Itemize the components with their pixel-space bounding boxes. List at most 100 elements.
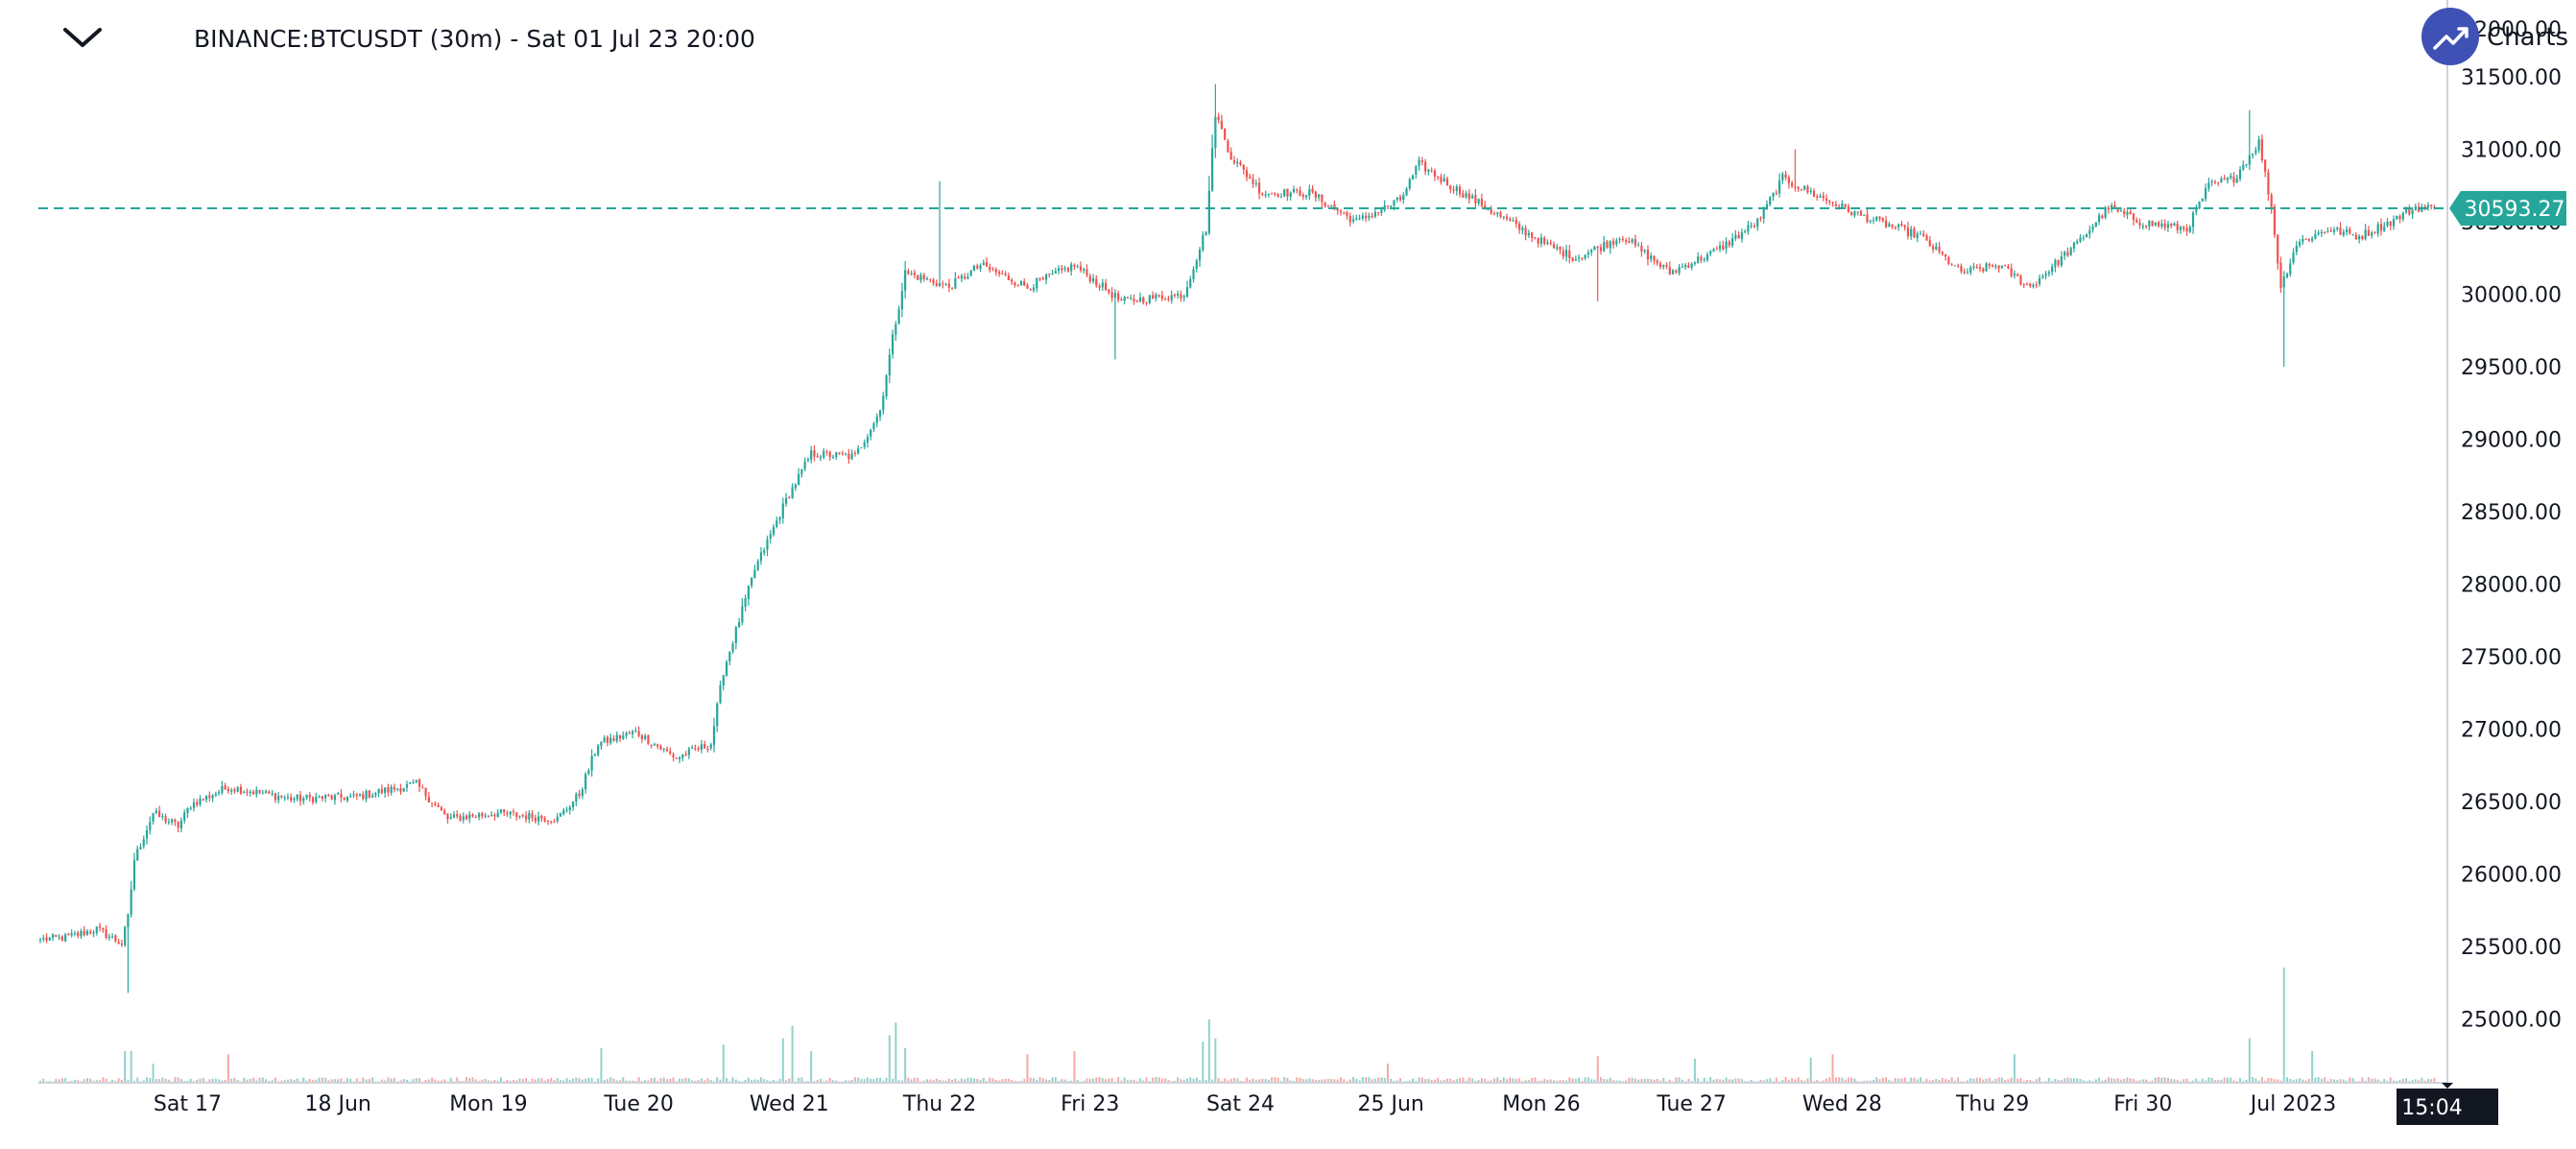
candle-body bbox=[2085, 233, 2088, 238]
volume-bar bbox=[39, 1080, 41, 1083]
volume-bar bbox=[2019, 1078, 2022, 1083]
volume-bar bbox=[1232, 1077, 1235, 1083]
volume-bar bbox=[929, 1079, 932, 1083]
volume-bar bbox=[835, 1080, 838, 1083]
candle-body bbox=[437, 804, 440, 807]
candle-body bbox=[1123, 297, 1126, 301]
volume-bar bbox=[1928, 1080, 1931, 1083]
volume-bar bbox=[2210, 1077, 2213, 1083]
volume-bar bbox=[2257, 1080, 2260, 1083]
candle-body bbox=[907, 271, 910, 275]
candle-body bbox=[1271, 193, 1274, 195]
price-axis[interactable]: 31500.0031000.0030500.0030000.0029500.00… bbox=[2461, 66, 2562, 1032]
candle-body bbox=[1239, 161, 1242, 165]
volume-bar bbox=[2295, 1079, 2298, 1083]
volume-bar bbox=[1681, 1079, 1683, 1083]
candle-body bbox=[343, 797, 346, 801]
candle-body bbox=[1637, 245, 1640, 247]
volume-bar bbox=[2289, 1079, 2292, 1083]
candle-body bbox=[798, 473, 800, 485]
volume-bar bbox=[484, 1079, 487, 1083]
volume-bar bbox=[2000, 1077, 2003, 1083]
candle-body bbox=[2223, 178, 2226, 180]
candle-body bbox=[1321, 195, 1324, 203]
candle-body bbox=[1180, 294, 1182, 299]
candle-body bbox=[293, 799, 296, 801]
candle-body bbox=[1941, 251, 1944, 254]
volume-bar bbox=[1249, 1079, 1252, 1083]
volume-bar bbox=[847, 1080, 850, 1083]
candle-body bbox=[2245, 164, 2248, 166]
volume-bar bbox=[556, 1078, 559, 1083]
candle-body bbox=[1658, 263, 1662, 268]
volume-bar bbox=[816, 1079, 819, 1083]
volume-bar bbox=[324, 1077, 327, 1083]
volume-bar bbox=[2035, 1079, 2038, 1083]
volume-bar bbox=[120, 1079, 123, 1083]
volume-bar bbox=[2371, 1078, 2373, 1083]
candle-body bbox=[261, 793, 264, 795]
volume-bar bbox=[1656, 1078, 1658, 1083]
volume-bar bbox=[1101, 1078, 1104, 1083]
volume-bar bbox=[897, 1080, 900, 1083]
volume-bar bbox=[465, 1077, 468, 1083]
volume-bar bbox=[362, 1077, 365, 1083]
volume-bar bbox=[704, 1080, 706, 1083]
volume-bar bbox=[202, 1077, 204, 1083]
volume-bar bbox=[179, 1078, 182, 1083]
volume-bar bbox=[1781, 1079, 1784, 1083]
candle-body bbox=[1160, 295, 1163, 299]
time-axis[interactable]: Sat 17 18 Jun Mon 19 Tue 20 Wed 21 Thu 22 Fri … bbox=[154, 1092, 2336, 1116]
candle-body bbox=[374, 793, 377, 796]
candle-body bbox=[167, 822, 170, 824]
volume-bar bbox=[662, 1077, 665, 1083]
candle-body bbox=[1443, 178, 1445, 182]
volume-bar bbox=[1628, 1077, 1631, 1083]
volume-bar bbox=[1330, 1079, 1333, 1083]
volume-bar bbox=[1515, 1079, 1517, 1083]
volume-bar bbox=[1615, 1080, 1618, 1083]
volume-bar bbox=[1966, 1080, 1968, 1083]
volume-bar bbox=[2230, 1077, 2232, 1083]
candle-body bbox=[1217, 116, 1220, 121]
candle-body bbox=[2267, 172, 2270, 195]
volume-bar bbox=[437, 1080, 440, 1083]
candle-body bbox=[440, 807, 443, 811]
volume-bar bbox=[1769, 1078, 1772, 1083]
volume-bar bbox=[781, 1038, 784, 1083]
candle-body bbox=[2166, 224, 2170, 228]
collapse-button[interactable] bbox=[63, 28, 102, 47]
volume-bar bbox=[1023, 1079, 1026, 1083]
volume-bar bbox=[1900, 1078, 1903, 1083]
volume-bar bbox=[1271, 1077, 1274, 1083]
volume-bar bbox=[957, 1080, 960, 1083]
candle-body bbox=[1383, 204, 1386, 210]
volume-bar bbox=[1189, 1077, 1192, 1083]
chevron-down-icon[interactable] bbox=[63, 28, 102, 47]
brand-circle[interactable] bbox=[2421, 8, 2479, 65]
volume-bar bbox=[819, 1078, 822, 1083]
candle-body bbox=[2060, 256, 2063, 266]
brand-button[interactable] bbox=[2421, 8, 2479, 65]
volume-bar bbox=[584, 1078, 587, 1083]
candle-body bbox=[1593, 247, 1596, 251]
volume-bar bbox=[1412, 1078, 1415, 1083]
volume-bar bbox=[1546, 1079, 1549, 1083]
volume-bar bbox=[766, 1080, 769, 1083]
volume-bar bbox=[575, 1077, 578, 1083]
candle-body bbox=[1512, 220, 1515, 222]
volume-bar bbox=[2299, 1078, 2302, 1083]
volume-bar bbox=[744, 1080, 747, 1083]
candle-body bbox=[1960, 266, 1963, 272]
volume-bar bbox=[2126, 1077, 2129, 1083]
volume-bar bbox=[58, 1079, 60, 1083]
volume-bar bbox=[1988, 1077, 1991, 1083]
volume-bar bbox=[845, 1080, 847, 1083]
candle-body bbox=[1279, 197, 1283, 199]
candle-body bbox=[2332, 229, 2336, 232]
candle-body bbox=[875, 416, 878, 423]
candle-body bbox=[662, 748, 665, 750]
